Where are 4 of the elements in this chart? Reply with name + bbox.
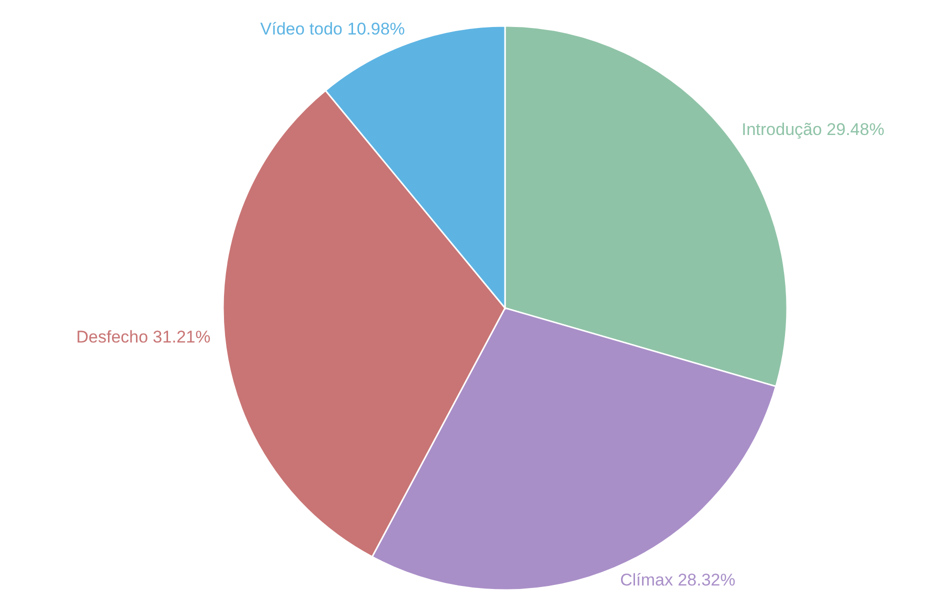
- slice-label: Introdução 29.48%: [742, 120, 884, 140]
- slice-label: Vídeo todo 10.98%: [260, 19, 405, 38]
- slice-label: Clímax 28.32%: [620, 570, 736, 590]
- slice-label: Desfecho 31.21%: [76, 327, 210, 346]
